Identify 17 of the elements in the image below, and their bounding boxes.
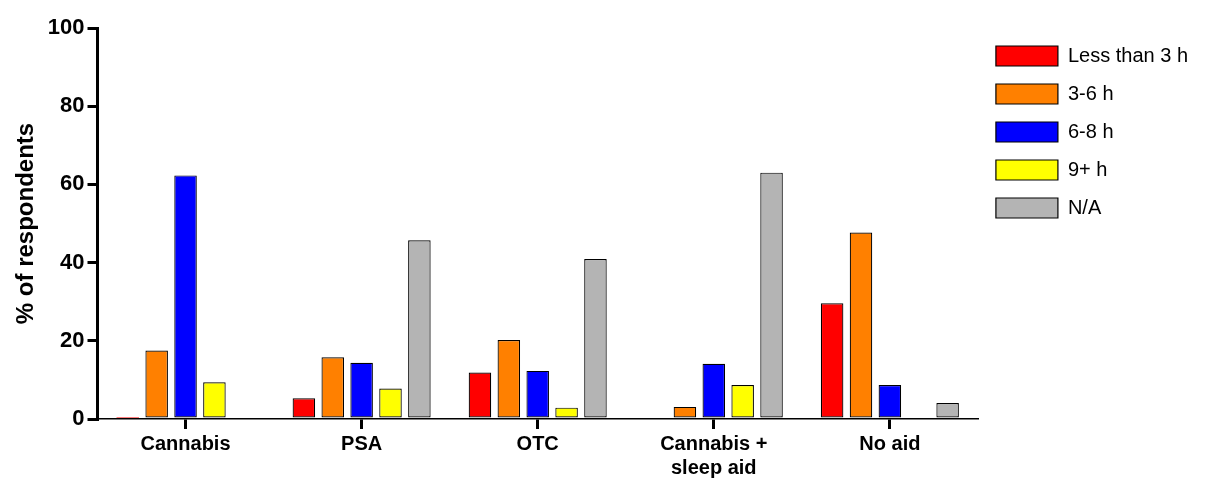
x-tick-label: Cannabis bbox=[140, 431, 231, 454]
y-tick-label: 40 bbox=[60, 248, 85, 274]
y-tick-label: 20 bbox=[60, 326, 85, 352]
y-tick-label: 80 bbox=[60, 92, 85, 118]
y-axis-title: % of respondents bbox=[11, 122, 39, 325]
legend-label: 3-6 h bbox=[1067, 81, 1114, 104]
legend-label: 6-8 h bbox=[1067, 119, 1114, 142]
x-tick-label: OTC bbox=[516, 431, 559, 454]
y-tick-label: 100 bbox=[47, 14, 85, 40]
x-tick-label: Cannabis + sleep aid bbox=[660, 431, 768, 478]
x-tick-label: PSA bbox=[341, 431, 383, 454]
legend-label: Less than 3 h bbox=[1067, 43, 1189, 66]
y-tick-label: 0 bbox=[72, 405, 85, 431]
legend-label: 9+ h bbox=[1067, 157, 1108, 180]
x-tick-label: No aid bbox=[859, 431, 921, 454]
legend-label: N/A bbox=[1067, 195, 1102, 218]
y-tick-label: 60 bbox=[60, 170, 85, 196]
